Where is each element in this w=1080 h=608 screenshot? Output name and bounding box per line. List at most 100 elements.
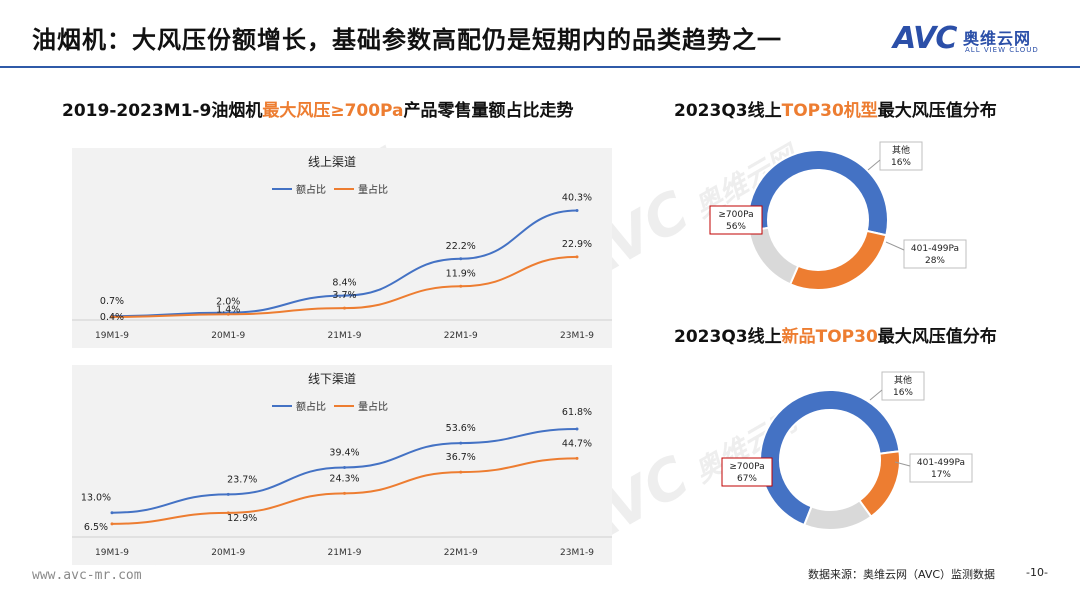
x-tick-label: 20M1-9 (211, 548, 245, 558)
callout-label: ≥700Pa (729, 462, 764, 472)
footer-source: 数据来源：奥维云网（AVC）监测数据 (808, 568, 996, 581)
data-point (459, 257, 463, 261)
series-line (111, 428, 578, 514)
callout-box (709, 205, 763, 235)
footer-url: www.avc-mr.com (32, 568, 142, 583)
page-title: 油烟机：大风压份额增长，基础参数高配仍是短期内的品类趋势之一 (32, 26, 782, 54)
callout-value: 16% (891, 158, 911, 168)
data-point (110, 315, 114, 319)
data-label: 44.7% (562, 438, 592, 449)
avc-logo: AVC 奥维云网 ALL VIEW CLOUD (893, 22, 1063, 62)
callout-box (909, 453, 973, 483)
data-point (459, 470, 463, 474)
data-label: 40.3% (562, 193, 592, 204)
legend-label: 量占比 (358, 183, 388, 196)
callout-label: 其他 (894, 374, 912, 386)
x-tick-label: 21M1-9 (328, 548, 362, 558)
data-point (575, 456, 579, 460)
logo-text: AVC (893, 21, 957, 56)
callout-value: 28% (925, 256, 945, 266)
callout-value: 56% (726, 222, 746, 232)
callout-label: 401-499Pa (911, 244, 959, 254)
callout-label: 401-499Pa (917, 458, 965, 468)
data-point (459, 441, 463, 445)
data-label: 0.7% (100, 296, 124, 307)
callout-label: ≥700Pa (718, 210, 753, 220)
donut-slice (788, 229, 888, 291)
data-point (459, 284, 463, 288)
callout-leader (885, 241, 905, 251)
data-label: 0.4% (100, 312, 124, 323)
data-label: 23.7% (227, 474, 257, 485)
data-label: 39.4% (329, 447, 359, 458)
chart-title: 线下渠道 (308, 372, 356, 386)
data-point (343, 465, 346, 469)
legend-label: 额占比 (296, 183, 326, 196)
callout-value: 17% (931, 470, 951, 480)
callout-box (903, 239, 967, 269)
data-point (110, 522, 114, 526)
x-tick-label: 23M1-9 (560, 331, 594, 341)
x-tick-label: 23M1-9 (560, 548, 594, 558)
data-label: 1.4% (216, 304, 240, 315)
data-label: 36.7% (446, 452, 476, 463)
header-divider (0, 66, 1080, 68)
data-label: 8.4% (332, 278, 356, 289)
data-point (110, 511, 114, 515)
page-number: -10- (1026, 566, 1048, 579)
data-label: 22.2% (446, 241, 476, 252)
data-label: 61.8% (562, 407, 592, 418)
data-label: 13.0% (81, 493, 111, 504)
top30-donut-chart: ≥700Pa 56% 401-499Pa 28% 其他 16% (709, 141, 967, 291)
data-point (226, 312, 230, 316)
data-label: 22.9% (562, 239, 592, 250)
data-point (343, 306, 346, 310)
right-bottom-title: 2023Q3线上新品TOP30最大风压值分布 (674, 327, 997, 347)
data-label: 3.7% (332, 290, 356, 301)
x-tick-label: 19M1-9 (95, 548, 129, 558)
callout-box (721, 457, 773, 487)
donut-slice (857, 450, 901, 519)
callout-leader (894, 461, 911, 467)
callout-box (881, 371, 925, 401)
data-label: 12.9% (227, 513, 257, 524)
legend-label: 量占比 (358, 400, 388, 413)
callout-value: 16% (893, 388, 913, 398)
data-label: 53.6% (446, 423, 476, 434)
new-top30-donut-chart: ≥700Pa 67% 401-499Pa 17% 其他 16% (721, 371, 973, 531)
donut-slice (759, 389, 901, 527)
callout-leader (867, 159, 881, 171)
legend-label: 额占比 (296, 400, 326, 413)
logo-cn-text: 奥维云网 (963, 29, 1032, 48)
data-point (226, 511, 230, 515)
callout-value: 67% (737, 474, 757, 484)
data-label: 2.0% (216, 297, 240, 308)
x-tick-label: 19M1-9 (95, 331, 129, 341)
right-top-title: 2023Q3线上TOP30机型最大风压值分布 (674, 101, 997, 121)
data-point (575, 209, 579, 213)
x-tick-label: 20M1-9 (211, 331, 245, 341)
donut-slice (747, 226, 800, 286)
left-panel-title: 2019-2023M1-9油烟机最大风压≥700Pa产品零售量额占比走势 (62, 101, 574, 121)
logo-en-text: ALL VIEW CLOUD (965, 46, 1039, 54)
callout-leader (869, 389, 883, 401)
x-tick-label: 22M1-9 (444, 548, 478, 558)
donut-slice (802, 499, 873, 531)
callout-label: 其他 (892, 144, 910, 156)
data-point (226, 492, 230, 496)
chart-title: 线上渠道 (308, 155, 356, 169)
donut-slice (747, 149, 889, 237)
data-point (343, 294, 346, 298)
data-point (575, 255, 579, 259)
series-line (111, 209, 578, 318)
data-label: 11.9% (446, 268, 476, 279)
data-label: 24.3% (329, 473, 359, 484)
data-label: 6.5% (84, 522, 108, 533)
callout-box (879, 141, 923, 171)
x-tick-label: 22M1-9 (444, 331, 478, 341)
data-point (575, 427, 579, 431)
data-point (343, 491, 346, 495)
x-tick-label: 21M1-9 (328, 331, 362, 341)
